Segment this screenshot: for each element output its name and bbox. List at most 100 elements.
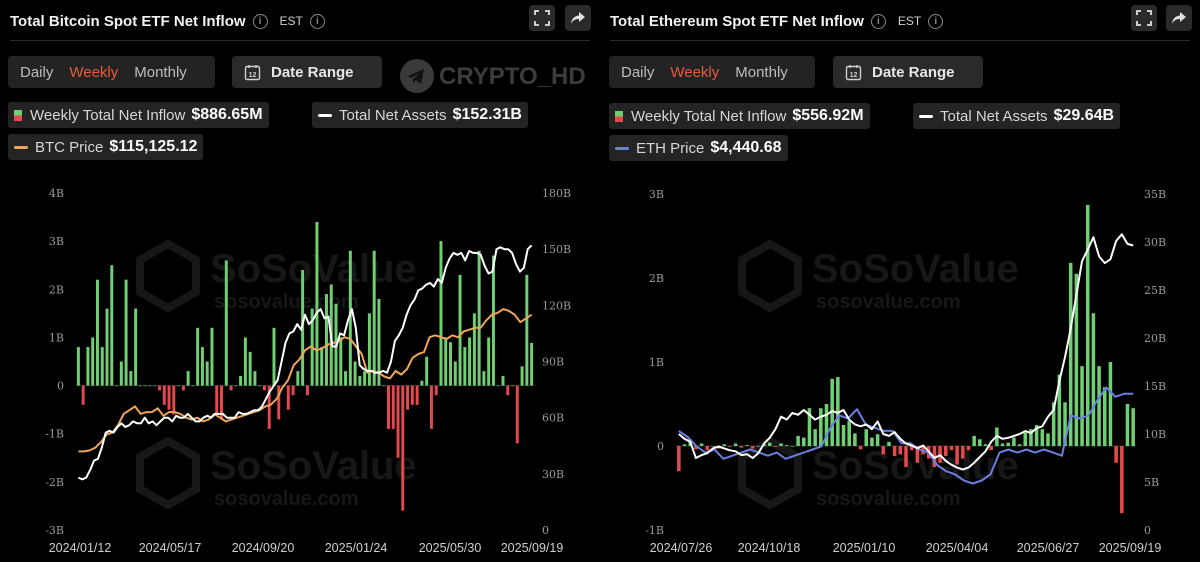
inflow-bar (739, 446, 744, 448)
assets-swatch (919, 114, 933, 118)
inflow-bar (305, 385, 309, 396)
fullscreen-icon[interactable] (1131, 5, 1157, 31)
btc-assets-label: Total Net Assets (339, 106, 447, 124)
inflow-bar (148, 385, 152, 387)
sosovalue-watermark-text: SoSoValue (210, 247, 417, 291)
telegram-icon (408, 69, 424, 84)
btc-chart: SoSoValuesosovalue.comSoSoValuesosovalue… (45, 187, 571, 555)
inflow-bar (272, 327, 276, 386)
y-right-tick-label: 60B (542, 412, 564, 425)
info-icon[interactable]: i (252, 13, 268, 29)
y-right-tick-label: 30B (1144, 236, 1166, 249)
eth-assets-label: Total Net Assets (940, 107, 1048, 125)
inflow-bar (972, 435, 976, 446)
x-tick-label: 2025/09/19 (501, 541, 564, 555)
inflow-bar (773, 446, 778, 447)
eth-date-range-button[interactable]: 12 Date Range (833, 56, 983, 88)
inflow-bar (472, 313, 476, 386)
inflow-bar (756, 446, 761, 447)
inflow-bar (234, 385, 238, 387)
inflow-bar (324, 294, 328, 386)
eth-assets-value: $29.64B (1053, 107, 1115, 124)
inflow-bar (420, 380, 424, 386)
inflow-bar (410, 385, 414, 405)
btc-date-range-button[interactable]: 12 Date Range (232, 56, 382, 88)
y-left-tick-label: 0 (57, 380, 64, 393)
btc-period-weekly[interactable]: Weekly (69, 63, 119, 81)
inflow-bar (750, 446, 755, 449)
y-left-tick-label: 3B (49, 235, 64, 248)
sosovalue-watermark-url: sosovalue.com (214, 291, 359, 313)
inflow-bar (1085, 204, 1090, 446)
inflow-bar (1017, 444, 1022, 446)
inflow-bar (511, 385, 515, 387)
inflow-bar (841, 425, 846, 446)
eth-date-range-label: Date Range (872, 63, 955, 81)
info-icon[interactable]: i (309, 13, 325, 29)
eth-period-weekly[interactable]: Weekly (670, 63, 720, 81)
inflow-bar (1023, 432, 1028, 446)
inflow-bar (267, 385, 271, 429)
eth-period-monthly[interactable]: Monthly (735, 63, 788, 81)
inflow-swatch (615, 110, 623, 122)
y-left-tick-label: 1B (649, 356, 664, 369)
y-left-tick-label: -2B (45, 476, 64, 489)
inflow-bar (525, 274, 529, 386)
inflow-bar (76, 347, 80, 386)
btc-period-daily[interactable]: Daily (20, 63, 54, 81)
inflow-bar (372, 250, 376, 386)
y-left-tick-label: -3B (45, 524, 64, 537)
inflow-bar (784, 445, 789, 446)
y-left-tick-label: 3B (649, 188, 664, 201)
inflow-bar (1046, 433, 1050, 446)
inflow-bar (143, 385, 147, 387)
inflow-bar (898, 446, 903, 455)
y-right-tick-label: 15B (1144, 380, 1166, 393)
inflow-bar (196, 327, 200, 386)
inflow-bar (286, 385, 290, 410)
sosovalue-watermark-text: SoSoValue (812, 247, 1019, 291)
btc-inflow-value: $886.65M (191, 106, 263, 123)
inflow-bar (458, 274, 462, 386)
inflow-bar (1029, 429, 1033, 446)
inflow-bar (989, 446, 993, 451)
inflow-bar (210, 327, 214, 386)
share-icon[interactable] (1166, 5, 1192, 31)
inflow-bar (1063, 402, 1067, 446)
x-tick-label: 2025/06/27 (1017, 541, 1080, 555)
inflow-bar (186, 371, 190, 386)
inflow-bar (1097, 366, 1101, 446)
inflow-bar (802, 437, 806, 446)
sosovalue-watermark-url: sosovalue.com (816, 488, 961, 510)
y-left-tick-label: -1B (45, 428, 64, 441)
inflow-bar (961, 446, 965, 459)
x-tick-label: 2024/01/12 (49, 541, 112, 555)
inflow-bar (983, 444, 988, 446)
inflow-bar (955, 446, 959, 465)
inflow-bar (358, 375, 362, 386)
inflow-bar (1114, 446, 1118, 463)
share-icon[interactable] (565, 5, 591, 31)
inflow-bar (91, 337, 95, 386)
info-icon[interactable]: i (870, 13, 886, 29)
inflow-bar (315, 221, 319, 386)
eth-period-daily[interactable]: Daily (621, 63, 655, 81)
fullscreen-icon[interactable] (529, 5, 555, 31)
btc-price-line (78, 308, 533, 453)
inflow-bar (425, 356, 429, 386)
info-icon[interactable]: i (928, 13, 944, 29)
inflow-bar (220, 385, 223, 420)
inflow-bar (95, 279, 99, 386)
inflow-bar (320, 347, 324, 386)
y-right-tick-label: 0 (1144, 524, 1151, 537)
inflow-bar (215, 385, 219, 415)
inflow-bar (453, 361, 457, 386)
inflow-bar (348, 250, 352, 386)
inflow-bar (949, 446, 954, 451)
inflow-bar (258, 385, 262, 387)
x-tick-label: 2024/07/26 (650, 541, 713, 555)
btc-period-monthly[interactable]: Monthly (134, 63, 187, 81)
inflow-bar (491, 255, 495, 386)
btc-date-range-label: Date Range (271, 63, 354, 81)
inflow-bar (506, 385, 510, 396)
